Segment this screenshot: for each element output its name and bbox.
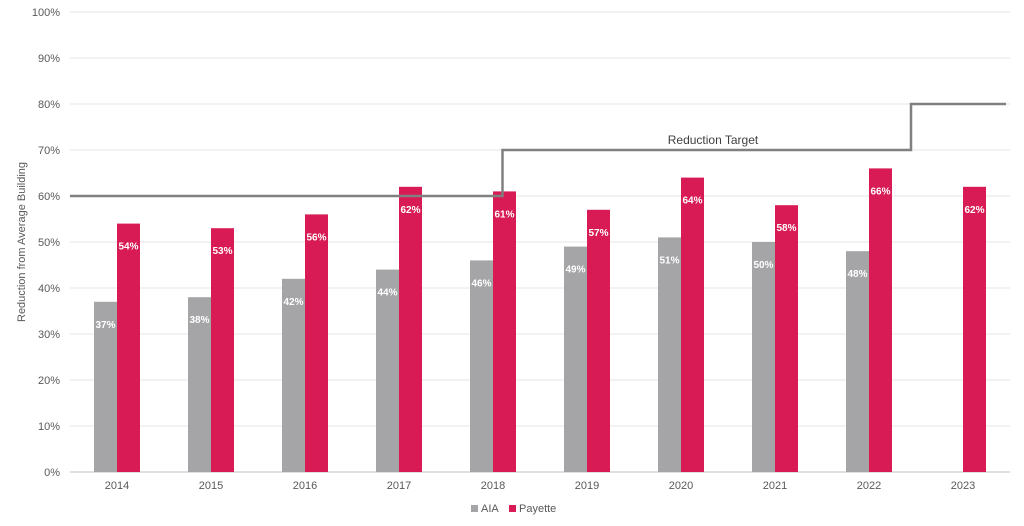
bar-aia-2019 (564, 246, 587, 472)
data-label-aia-2018: 46% (471, 278, 491, 289)
data-label-payette-2015: 53% (212, 246, 232, 257)
bar-aia-2020 (658, 237, 681, 472)
bar-aia-2017 (376, 269, 399, 472)
data-label-aia-2017: 44% (377, 288, 397, 299)
bar-aia-2014 (94, 301, 117, 472)
bar-aia-2021 (752, 242, 775, 472)
data-label-payette-2022: 66% (870, 186, 890, 197)
bar-payette-2019 (587, 209, 610, 473)
data-label-payette-2021: 58% (776, 223, 796, 234)
reduction-target: Reduction Target (70, 102, 1006, 198)
y-tick-label: 30% (38, 329, 60, 341)
data-label-aia-2014: 37% (95, 320, 115, 331)
y-axis-label: Reduction from Average Building (16, 162, 28, 322)
x-tick-label: 2019 (575, 480, 599, 492)
bar-payette-2015 (211, 228, 234, 472)
bar-payette-2023 (963, 186, 986, 473)
x-tick-label: 2022 (857, 480, 881, 492)
bar-aia-2016 (282, 278, 305, 472)
bar-aia-2022 (846, 251, 869, 472)
legend-label-payette: Payette (519, 503, 556, 515)
bar-payette-2018 (493, 191, 516, 472)
bar-payette-2014 (117, 223, 140, 472)
x-axis-ticks: 2014 2015 2016 2017 2018 2019 2020 2021 2022 2023 (105, 480, 975, 492)
x-tick-label: 2014 (105, 480, 129, 492)
data-label-aia-2015: 38% (189, 315, 209, 326)
legend-swatch-aia (471, 505, 478, 512)
target-step-line (70, 102, 1006, 198)
y-tick-label: 40% (38, 283, 60, 295)
bar-aia-2018 (470, 260, 493, 472)
bar-payette-2022 (869, 168, 892, 472)
y-tick-label: 20% (38, 375, 60, 387)
data-label-aia-2019: 49% (565, 265, 585, 276)
y-tick-label: 100% (32, 7, 60, 19)
bars (94, 168, 986, 473)
data-label-payette-2017: 62% (400, 205, 420, 216)
y-tick-label: 80% (38, 99, 60, 111)
y-tick-label: 90% (38, 53, 60, 65)
y-tick-label: 70% (38, 145, 60, 157)
bar-payette-2021 (775, 205, 798, 472)
legend: AIA Payette (471, 503, 556, 515)
bar-payette-2020 (681, 177, 704, 472)
target-label: Reduction Target (668, 133, 759, 147)
x-tick-label: 2016 (293, 480, 317, 492)
data-label-aia-2021: 50% (753, 260, 773, 271)
y-tick-label: 60% (38, 191, 60, 203)
data-label-payette-2023: 62% (964, 205, 984, 216)
data-label-payette-2019: 57% (588, 228, 608, 239)
y-axis-ticks: 0% 10% 20% 30% 40% 50% 60% 70% 80% 90% 100% (32, 7, 60, 479)
legend-label-aia: AIA (481, 503, 499, 515)
legend-swatch-payette (509, 505, 516, 512)
y-tick-label: 50% (38, 237, 60, 249)
x-tick-label: 2018 (481, 480, 505, 492)
x-tick-label: 2017 (387, 480, 411, 492)
y-tick-label: 0% (44, 467, 60, 479)
x-tick-label: 2021 (763, 480, 787, 492)
data-label-payette-2016: 56% (306, 232, 326, 243)
data-label-aia-2020: 51% (659, 255, 679, 266)
data-label-payette-2020: 64% (682, 196, 702, 207)
data-label-payette-2018: 61% (494, 209, 514, 220)
bar-payette-2017 (399, 186, 422, 473)
y-tick-label: 10% (38, 421, 60, 433)
data-label-aia-2016: 42% (283, 297, 303, 308)
bar-aia-2015 (188, 297, 211, 472)
data-labels: 37% 38% 42% 44% 46% 49% 51% 50% 48% 54% 53% 56% 62% 6… (95, 186, 984, 330)
x-tick-label: 2023 (951, 480, 975, 492)
x-tick-label: 2015 (199, 480, 223, 492)
data-label-payette-2014: 54% (118, 242, 138, 253)
bar-payette-2016 (305, 214, 328, 472)
x-tick-label: 2020 (669, 480, 693, 492)
data-label-aia-2022: 48% (847, 269, 867, 280)
